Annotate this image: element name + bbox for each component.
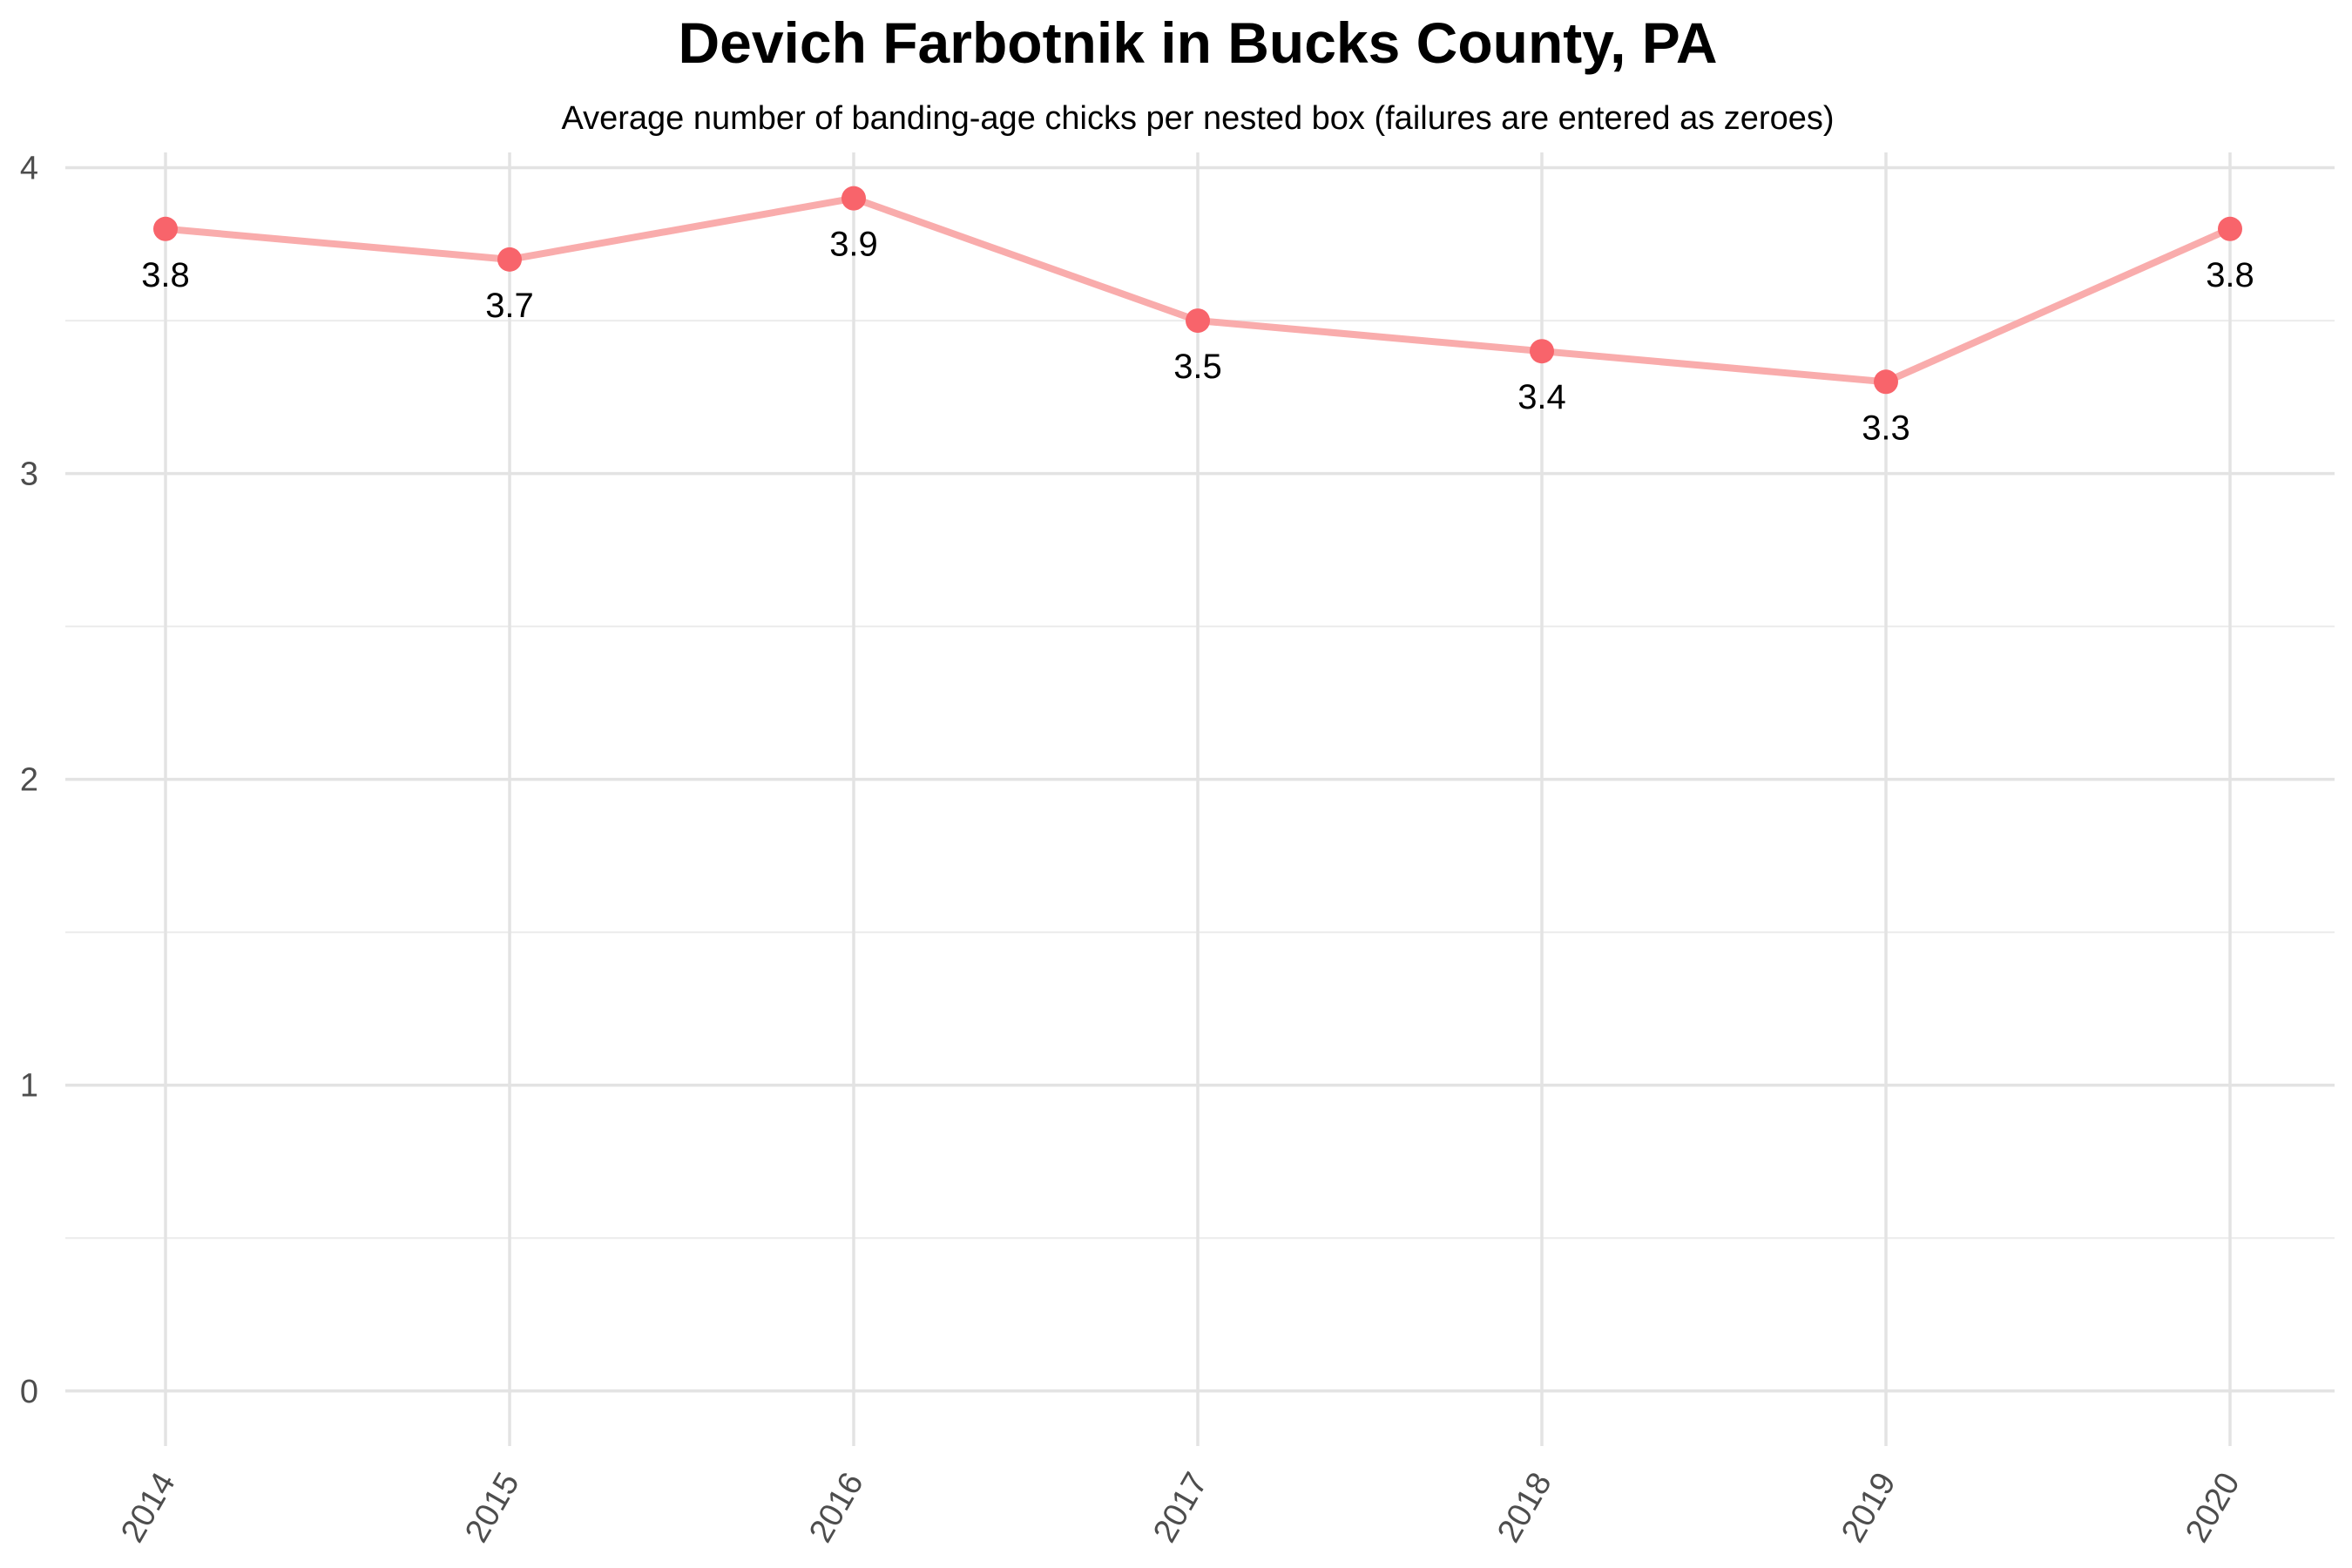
chart-title: Devich Farbotnik in Bucks County, PA bbox=[678, 10, 1717, 75]
y-tick-label: 2 bbox=[20, 762, 38, 799]
data-label: 3.7 bbox=[485, 287, 534, 325]
data-label: 3.3 bbox=[1862, 409, 1910, 447]
y-tick-label: 0 bbox=[20, 1374, 38, 1410]
data-label: 3.8 bbox=[141, 256, 190, 294]
data-point bbox=[1530, 339, 1554, 364]
data-point bbox=[1186, 308, 1210, 334]
x-tick-label: 2014 bbox=[114, 1467, 183, 1549]
x-tick-label: 2015 bbox=[458, 1467, 527, 1549]
x-axis-tick-labels: 2014 2015 2016 2017 2018 2019 2020 bbox=[114, 1467, 2247, 1549]
data-label: 3.8 bbox=[2206, 256, 2254, 294]
data-label: 3.5 bbox=[1173, 348, 1222, 386]
y-tick-label: 3 bbox=[20, 456, 38, 493]
y-tick-label: 4 bbox=[20, 151, 38, 187]
chart-subtitle: Average number of banding-age chicks per… bbox=[561, 100, 1834, 137]
data-label: 3.9 bbox=[829, 226, 878, 264]
data-point bbox=[153, 216, 178, 241]
data-point bbox=[841, 186, 866, 211]
y-tick-label: 1 bbox=[20, 1068, 38, 1105]
x-tick-label: 2020 bbox=[2179, 1467, 2247, 1549]
x-tick-label: 2019 bbox=[1835, 1467, 1903, 1549]
series bbox=[153, 186, 2242, 395]
gridlines bbox=[65, 152, 2335, 1446]
data-point bbox=[1874, 369, 1898, 395]
x-tick-label: 2016 bbox=[802, 1467, 871, 1549]
y-axis-tick-labels: 0 1 2 3 4 bbox=[20, 151, 38, 1410]
x-tick-label: 2018 bbox=[1490, 1467, 1559, 1549]
data-point bbox=[2218, 216, 2242, 241]
data-labels: 3.8 3.7 3.9 3.5 3.4 3.3 3.8 bbox=[141, 226, 2254, 448]
x-tick-label: 2017 bbox=[1146, 1467, 1215, 1549]
data-point bbox=[497, 247, 522, 272]
data-label: 3.4 bbox=[1517, 378, 1566, 416]
